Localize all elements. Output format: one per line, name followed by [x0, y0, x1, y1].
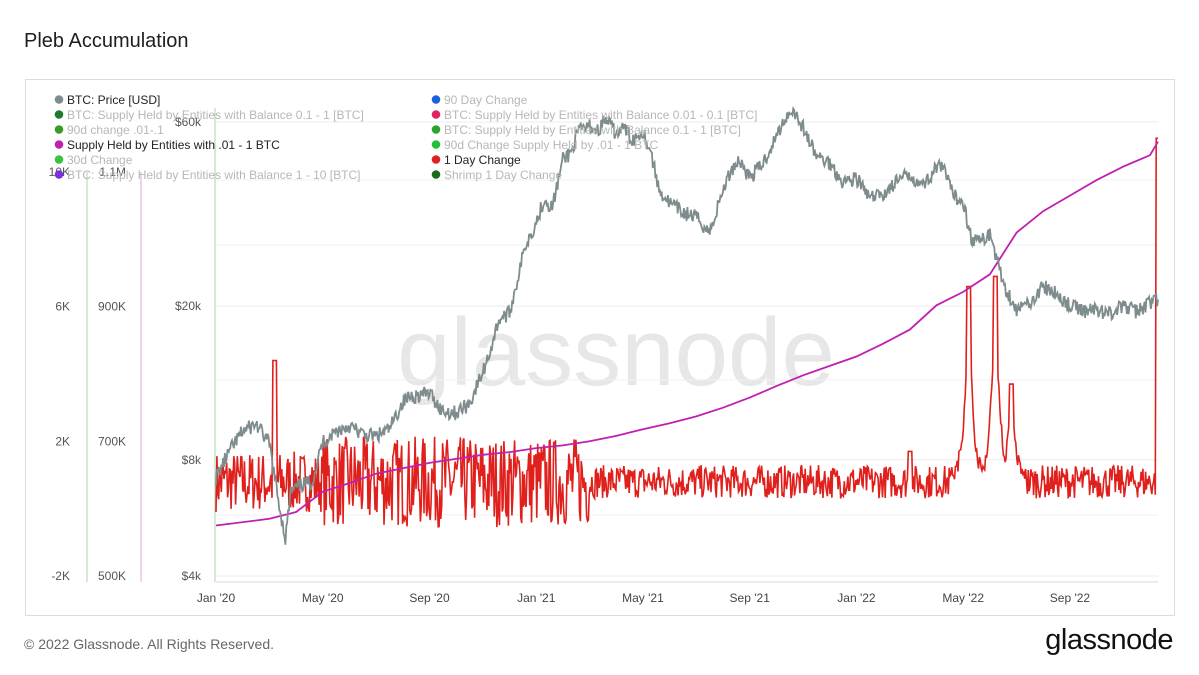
legend-item-label[interactable]: Shrimp 1 Day Change — [444, 168, 562, 182]
watermark: glassnode — [397, 299, 835, 406]
tick-label-change: 6K — [55, 300, 70, 314]
legend-item-label[interactable]: BTC: Price [USD] — [67, 93, 160, 107]
tick-label-x: Jan '20 — [197, 591, 236, 605]
tick-label-x: Sep '21 — [730, 591, 771, 605]
chart-canvas: glassnode-2K2K6K10K500K700K900K1.1M$4k$8… — [49, 93, 1159, 605]
tick-label-x: May '20 — [302, 591, 344, 605]
series-line-supply — [215, 141, 1159, 527]
legend-item-label[interactable]: 90 Day Change — [444, 93, 528, 107]
copyright: © 2022 Glassnode. All Rights Reserved. — [24, 636, 275, 652]
legend-marker[interactable] — [431, 110, 441, 119]
legend-item-label[interactable]: 1 Day Change — [444, 153, 521, 167]
tick-label-x: Jan '21 — [517, 591, 556, 605]
tick-label-x: Sep '20 — [409, 591, 450, 605]
legend-marker[interactable] — [54, 125, 64, 134]
series-line-1-day-change — [215, 137, 1158, 528]
tick-label-x: Sep '22 — [1050, 591, 1091, 605]
tick-label-x: May '21 — [622, 591, 664, 605]
legend-item-label[interactable]: 90d Change Supply Held by .01 - 1 BTC — [444, 138, 658, 152]
tick-label-change: 2K — [55, 434, 70, 448]
tick-label-price: $60k — [175, 115, 202, 129]
legend-item-label[interactable]: Supply Held by Entities with .01 - 1 BTC — [67, 138, 280, 152]
legend-item-label[interactable]: 30d Change — [67, 153, 133, 167]
legend-item-label[interactable]: BTC: Supply Held by Entities with Balanc… — [444, 123, 741, 137]
tick-label-x: Jan '22 — [837, 591, 876, 605]
tick-label-price: $8k — [182, 453, 202, 467]
tick-label-supply: 1.1M — [99, 165, 126, 179]
legend-marker[interactable] — [431, 140, 441, 149]
tick-label-supply: 500K — [98, 569, 126, 583]
legend-item-label[interactable]: BTC: Supply Held by Entities with Balanc… — [67, 108, 364, 122]
legend-marker[interactable] — [54, 170, 64, 179]
legend-item-label[interactable]: BTC: Supply Held by Entities with Balanc… — [444, 108, 757, 122]
legend-marker[interactable] — [431, 170, 441, 179]
legend-marker[interactable] — [431, 155, 441, 164]
tick-label-supply: 900K — [98, 300, 126, 314]
chart-card: glassnode-2K2K6K10K500K700K900K1.1M$4k$8… — [25, 79, 1175, 616]
tick-label-change: -2K — [51, 569, 70, 583]
legend-item-label[interactable]: 90d change .01-.1 — [67, 123, 164, 137]
chart-title: Pleb Accumulation — [24, 30, 189, 52]
brand-logo[interactable]: glassnode — [1045, 624, 1173, 656]
legend-marker[interactable] — [54, 140, 64, 149]
tick-label-price: $4k — [182, 569, 202, 583]
tick-label-supply: 700K — [98, 434, 126, 448]
legend-marker[interactable] — [431, 95, 441, 104]
legend-marker[interactable] — [54, 155, 64, 164]
series-line-price — [215, 105, 1159, 545]
legend-marker[interactable] — [431, 125, 441, 134]
legend-marker[interactable] — [54, 110, 64, 119]
legend-item-label[interactable]: BTC: Supply Held by Entities with Balanc… — [67, 168, 360, 182]
legend-marker[interactable] — [54, 95, 64, 104]
tick-label-price: $20k — [175, 299, 202, 313]
tick-label-x: May '22 — [942, 591, 984, 605]
